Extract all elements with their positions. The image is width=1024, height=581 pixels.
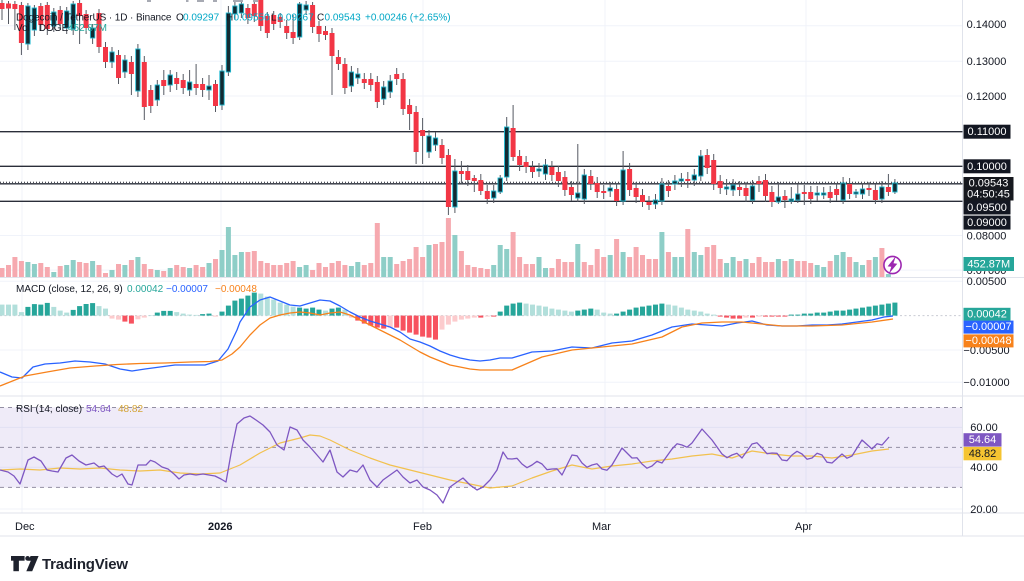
svg-text:20.00: 20.00 bbox=[970, 504, 998, 516]
svg-text:0.09543: 0.09543 bbox=[325, 13, 362, 24]
svg-text:0.00042: 0.00042 bbox=[127, 284, 164, 295]
svg-text:0.09297: 0.09297 bbox=[183, 13, 220, 24]
svg-text:0.00500: 0.00500 bbox=[967, 276, 1007, 288]
svg-text:40.00: 40.00 bbox=[970, 462, 998, 474]
svg-text:RSI (14, close): RSI (14, close) bbox=[16, 404, 82, 415]
svg-text:−0.00007: −0.00007 bbox=[965, 321, 1011, 333]
svg-text:54.64: 54.64 bbox=[86, 404, 111, 415]
svg-text:0.09543: 0.09543 bbox=[969, 178, 1009, 190]
svg-text:−0.00048: −0.00048 bbox=[965, 335, 1011, 347]
svg-text:60.00: 60.00 bbox=[970, 422, 998, 434]
svg-text:−0.01000: −0.01000 bbox=[963, 377, 1009, 389]
svg-text:0.10000: 0.10000 bbox=[967, 161, 1007, 173]
svg-text:−0.00007: −0.00007 bbox=[166, 284, 208, 295]
svg-text:0.14000: 0.14000 bbox=[967, 19, 1007, 31]
svg-text:0.09267: 0.09267 bbox=[278, 13, 315, 24]
svg-text:0.12000: 0.12000 bbox=[967, 91, 1007, 103]
svg-text:L: L bbox=[271, 13, 277, 24]
svg-text:Feb: Feb bbox=[413, 521, 432, 533]
svg-text:48.82: 48.82 bbox=[969, 448, 997, 460]
svg-text:TradingView: TradingView bbox=[42, 556, 128, 573]
svg-text:−0.00500: −0.00500 bbox=[963, 345, 1009, 357]
svg-text:O: O bbox=[176, 13, 184, 24]
svg-text:H: H bbox=[226, 13, 233, 24]
svg-text:C: C bbox=[317, 13, 324, 24]
svg-text:04:50:45: 04:50:45 bbox=[967, 189, 1010, 201]
svg-text:0.00042: 0.00042 bbox=[967, 308, 1007, 320]
svg-text:0.13000: 0.13000 bbox=[967, 56, 1007, 68]
svg-text:Apr: Apr bbox=[795, 521, 812, 533]
svg-text:Vol · DOGE: Vol · DOGE bbox=[16, 23, 69, 34]
svg-text:452.87M: 452.87M bbox=[68, 23, 107, 34]
svg-text:2026: 2026 bbox=[208, 521, 232, 533]
svg-text:0.08000: 0.08000 bbox=[967, 230, 1007, 242]
svg-text:Dogecoin / TetherUS · 1D · Bin: Dogecoin / TetherUS · 1D · Binance bbox=[16, 13, 172, 24]
svg-text:0.09000: 0.09000 bbox=[967, 217, 1007, 229]
svg-text:0.09550: 0.09550 bbox=[234, 13, 271, 24]
svg-text:+0.00246 (+2.65%): +0.00246 (+2.65%) bbox=[365, 13, 451, 24]
svg-text:Dec: Dec bbox=[15, 521, 35, 533]
svg-text:48.82: 48.82 bbox=[118, 404, 143, 415]
svg-text:54.64: 54.64 bbox=[969, 434, 997, 446]
svg-text:452.87M: 452.87M bbox=[967, 259, 1010, 271]
svg-text:0.09500: 0.09500 bbox=[967, 202, 1007, 214]
svg-text:MACD (close, 12, 26, 9): MACD (close, 12, 26, 9) bbox=[16, 284, 123, 295]
svg-text:Mar: Mar bbox=[592, 521, 611, 533]
svg-text:−0.00048: −0.00048 bbox=[215, 284, 257, 295]
svg-text:0.11000: 0.11000 bbox=[968, 126, 1007, 138]
